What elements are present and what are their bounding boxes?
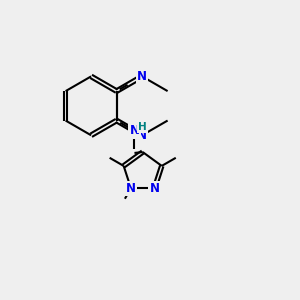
Text: N: N bbox=[137, 70, 147, 83]
Text: N: N bbox=[149, 182, 160, 195]
Text: N: N bbox=[126, 182, 136, 195]
Text: N: N bbox=[130, 124, 140, 137]
Text: H: H bbox=[138, 122, 147, 132]
Text: N: N bbox=[137, 129, 147, 142]
